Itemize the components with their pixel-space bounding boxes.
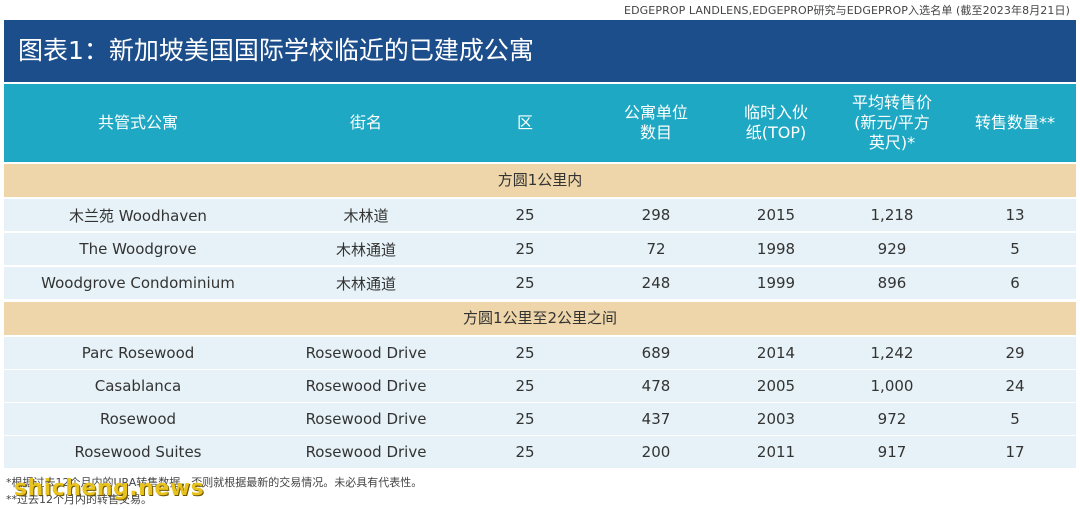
header-price-text: 平均转售价 (新元/平方 英尺)* <box>851 93 932 152</box>
header-price: 平均转售价 (新元/平方 英尺)* <box>830 93 954 153</box>
cell-price: 929 <box>877 240 907 258</box>
footnote-resales: **过去12个月内的转售交易。 <box>6 493 152 506</box>
header-units: 公寓单位 数目 <box>590 103 722 143</box>
cell-condo: The Woodgrove <box>79 240 197 258</box>
header-top-text: 临时入伙 纸(TOP) <box>743 103 808 142</box>
cell-district: 25 <box>515 274 535 292</box>
cell-street: 木林道 <box>343 206 389 225</box>
cell-top: 2005 <box>756 377 796 395</box>
cell-condo: 木兰苑 Woodhaven <box>69 206 207 225</box>
cell-district: 25 <box>515 344 535 362</box>
section-within-1km: 方圆1公里内 <box>4 164 1076 197</box>
header-district: 区 <box>516 113 533 132</box>
cell-top: 1999 <box>756 274 796 292</box>
cell-units: 298 <box>641 206 671 224</box>
cell-resales: 24 <box>1005 377 1025 395</box>
cell-condo: Rosewood Suites <box>74 443 202 461</box>
header-condo: 共管式公寓 <box>97 113 178 132</box>
cell-price: 1,218 <box>870 206 914 224</box>
header-resales: 转售数量** <box>974 113 1055 132</box>
section-1km-to-2km: 方圆1公里至2公里之间 <box>4 302 1076 335</box>
cell-price: 1,000 <box>870 377 914 395</box>
cell-street: Rosewood Drive <box>305 410 427 428</box>
cell-top: 2015 <box>756 206 796 224</box>
cell-price: 972 <box>877 410 907 428</box>
cell-condo: Woodgrove Condominium <box>41 274 235 292</box>
header-top: 临时入伙 纸(TOP) <box>722 103 830 143</box>
cell-units: 248 <box>641 274 671 292</box>
cell-street: Rosewood Drive <box>305 344 427 362</box>
cell-street: Rosewood Drive <box>305 377 427 395</box>
table-row: Rosewood Suites Rosewood Drive 25 200 20… <box>4 436 1076 468</box>
cell-price: 1,242 <box>870 344 914 362</box>
cell-district: 25 <box>515 377 535 395</box>
cell-units: 689 <box>641 344 671 362</box>
table-row: Parc Rosewood Rosewood Drive 25 689 2014… <box>4 337 1076 369</box>
cell-district: 25 <box>515 443 535 461</box>
cell-top: 2014 <box>756 344 796 362</box>
table-header-row: 共管式公寓 街名 区 公寓单位 数目 临时入伙 纸(TOP) 平均转售价 (新元… <box>4 84 1076 162</box>
cell-resales: 6 <box>1010 274 1020 292</box>
cell-price: 917 <box>877 443 907 461</box>
cell-top: 1998 <box>756 240 796 258</box>
cell-street: 木林通道 <box>335 240 396 259</box>
cell-resales: 29 <box>1005 344 1025 362</box>
table-row: Woodgrove Condominium 木林通道 25 248 1999 8… <box>4 267 1076 299</box>
cell-resales: 5 <box>1010 240 1020 258</box>
table-row: Casablanca Rosewood Drive 25 478 2005 1,… <box>4 370 1076 402</box>
cell-condo: Rosewood <box>99 410 177 428</box>
table-row: Rosewood Rosewood Drive 25 437 2003 972 … <box>4 403 1076 435</box>
cell-resales: 13 <box>1005 206 1025 224</box>
cell-units: 437 <box>641 410 671 428</box>
cell-resales: 5 <box>1010 410 1020 428</box>
cell-price: 896 <box>877 274 907 292</box>
cell-condo: Parc Rosewood <box>81 344 195 362</box>
cell-district: 25 <box>515 206 535 224</box>
source-credit: EDGEPROP LANDLENS,EDGEPROP研究与EDGEPROP入选名… <box>624 4 1070 17</box>
cell-resales: 17 <box>1005 443 1025 461</box>
cell-units: 200 <box>641 443 671 461</box>
header-units-text: 公寓单位 数目 <box>623 103 688 142</box>
footnote-price: *根据过去12个月内的URA转售数据，否则就根据最新的交易情况。未必具有代表性。 <box>6 476 423 489</box>
cell-units: 72 <box>646 240 666 258</box>
cell-top: 2003 <box>756 410 796 428</box>
watermark-logo: shicheng.news <box>14 476 205 501</box>
table-row: The Woodgrove 木林通道 25 72 1998 929 5 <box>4 233 1076 265</box>
header-street: 街名 <box>349 113 382 132</box>
table-title: 图表1：新加坡美国国际学校临近的已建成公寓 <box>4 20 1076 82</box>
table-row: 木兰苑 Woodhaven 木林道 25 298 2015 1,218 13 <box>4 199 1076 231</box>
cell-district: 25 <box>515 410 535 428</box>
cell-street: Rosewood Drive <box>305 443 427 461</box>
cell-condo: Casablanca <box>94 377 182 395</box>
cell-street: 木林通道 <box>335 274 396 293</box>
cell-top: 2011 <box>756 443 796 461</box>
cell-units: 478 <box>641 377 671 395</box>
cell-district: 25 <box>515 240 535 258</box>
